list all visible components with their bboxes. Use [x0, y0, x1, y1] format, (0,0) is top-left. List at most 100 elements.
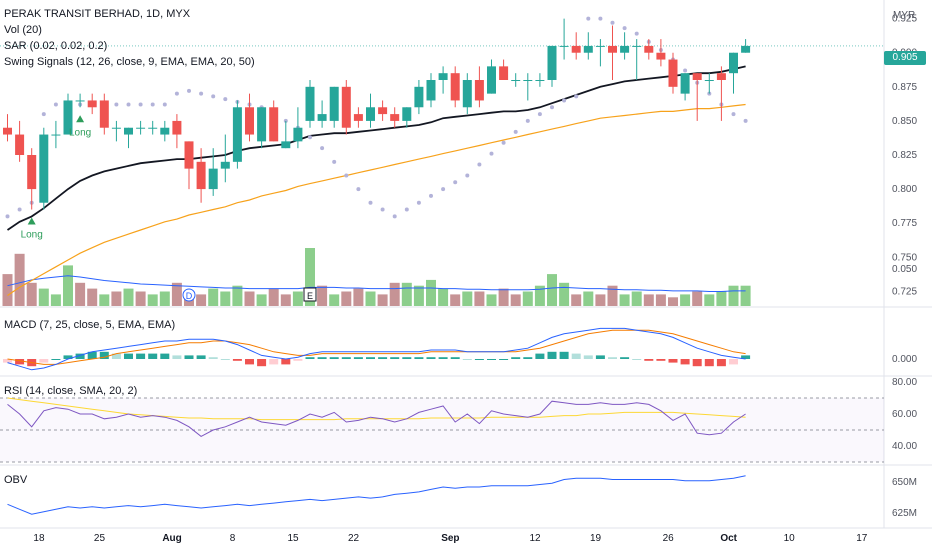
candle-body — [426, 80, 436, 101]
candle-body — [668, 59, 678, 87]
candle-body — [716, 73, 726, 80]
candle-body — [196, 161, 206, 190]
sar-dot — [465, 173, 470, 178]
volume-bar — [583, 291, 594, 306]
sar-dot — [537, 112, 542, 117]
candle-body — [353, 114, 363, 121]
macd-histogram-bar — [293, 359, 303, 361]
time-tick-label: Oct — [720, 533, 737, 544]
macd-legend: MACD (7, 25, close, 5, EMA, EMA) — [4, 319, 176, 331]
volume-bar — [655, 294, 666, 306]
rsi-line — [7, 400, 746, 437]
candle-body — [305, 86, 315, 121]
candle-body — [75, 100, 85, 102]
candle-body — [499, 66, 509, 80]
volume-bar — [99, 294, 110, 306]
ema-slow-line — [7, 103, 746, 296]
volume-bar — [728, 285, 739, 306]
sar-dot — [574, 94, 579, 99]
sar-dot — [441, 187, 446, 192]
obv-tick-label: 650M — [892, 477, 917, 488]
macd-histogram-bar — [414, 357, 424, 359]
sar-dot — [453, 180, 458, 185]
volume-bar — [2, 274, 13, 306]
volume-bar — [401, 282, 412, 306]
time-tick-label: 19 — [590, 533, 602, 544]
volume-bar — [450, 294, 461, 306]
time-tick-label: 22 — [348, 533, 360, 544]
volume-bar — [619, 294, 630, 306]
sar-dot — [223, 97, 228, 102]
candle-body — [583, 45, 593, 53]
volume-bar — [365, 291, 376, 306]
macd-histogram-bar — [232, 359, 242, 361]
volume-bar — [631, 291, 642, 306]
volume-bar — [159, 291, 170, 306]
sar-dot — [610, 20, 615, 25]
chart-title: PERAK TRANSIT BERHAD, 1D, MYX — [4, 8, 191, 20]
volume-bar — [680, 294, 691, 306]
volume-bar — [716, 291, 727, 306]
candle-body — [450, 73, 460, 101]
sar-dot — [416, 200, 421, 205]
volume-bar — [208, 288, 219, 306]
candle-body — [487, 66, 496, 94]
sar-dot — [5, 214, 10, 219]
macd-histogram-bar — [426, 357, 436, 359]
candle-body — [644, 45, 654, 53]
volume-bar — [111, 291, 122, 306]
candle-body — [51, 134, 61, 136]
macd-histogram-bar — [281, 359, 291, 365]
candle-body — [245, 107, 254, 135]
candle-body — [111, 127, 121, 129]
time-tick-label: 10 — [784, 533, 796, 544]
macd-histogram-bar — [402, 357, 412, 359]
candle-body — [704, 80, 714, 81]
macd-histogram-bar — [547, 351, 557, 359]
candle-body — [172, 120, 182, 135]
sar-legend: SAR (0.02, 0.02, 0.2) — [4, 40, 108, 52]
volume-bar — [135, 291, 146, 306]
macd-histogram-bar — [341, 357, 351, 359]
candle-body — [402, 107, 412, 121]
volume-bar — [341, 291, 352, 306]
earnings-badge — [303, 287, 317, 302]
macd-histogram-bar — [729, 359, 738, 365]
sar-dot — [332, 159, 337, 164]
sar-dot — [634, 31, 639, 36]
candle-body — [474, 80, 484, 101]
volume-bar — [220, 291, 231, 306]
volume-bar — [426, 279, 436, 306]
macd-histogram-bar — [39, 359, 49, 363]
last-price-tag: 0.905 — [884, 51, 926, 65]
sar-dot — [598, 16, 603, 21]
time-tick-label: 25 — [94, 533, 106, 544]
time-tick-label: 8 — [230, 533, 236, 544]
macd-tick-label: 0.000 — [892, 354, 917, 365]
macd-histogram-bar — [571, 353, 581, 359]
price-tick-label: 0.725 — [892, 286, 917, 297]
volume-bar — [607, 285, 618, 306]
macd-histogram-bar — [366, 357, 375, 359]
sar-dot — [368, 200, 373, 205]
macd-histogram-bar — [220, 359, 230, 360]
volume-bar — [571, 294, 582, 306]
time-tick-label: 15 — [287, 533, 299, 544]
candle-body — [329, 86, 339, 121]
candle-body — [535, 80, 545, 81]
macd-histogram-bar — [353, 357, 363, 359]
price-tick-label: 0.750 — [892, 252, 917, 263]
candle-body — [595, 45, 605, 47]
candle-body — [378, 107, 388, 115]
sar-dot — [550, 105, 554, 110]
volume-bar — [522, 291, 533, 306]
volume-bar — [510, 294, 521, 306]
candle-body — [3, 127, 12, 135]
volume-bar — [147, 294, 158, 306]
sar-dot — [477, 162, 482, 167]
candle-body — [281, 141, 291, 149]
candle-body — [99, 100, 109, 128]
sar-dot — [174, 91, 179, 96]
macd-histogram-bar — [269, 359, 279, 365]
